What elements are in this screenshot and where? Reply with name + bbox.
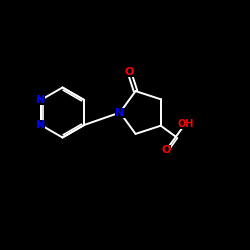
Text: O: O	[162, 145, 171, 155]
Text: N: N	[116, 108, 124, 118]
Text: N: N	[36, 95, 46, 105]
Text: OH: OH	[177, 118, 194, 128]
Text: N: N	[36, 120, 46, 130]
Text: O: O	[125, 67, 134, 77]
